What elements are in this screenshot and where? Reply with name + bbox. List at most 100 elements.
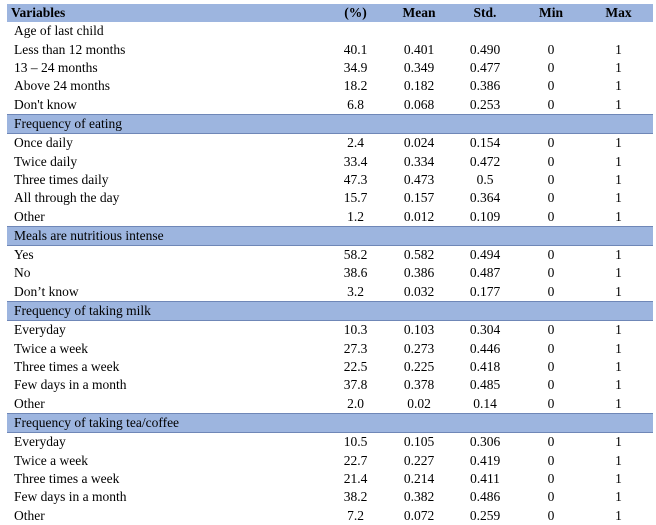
cell-min: 0: [547, 377, 555, 393]
cell-max: 1: [615, 135, 622, 151]
cell-max: 1: [615, 452, 622, 468]
cell-min: 0: [547, 78, 555, 94]
cell-std: 0.490: [469, 41, 501, 57]
row-label: Three times a week: [14, 471, 120, 486]
cell-mean: 0.225: [403, 359, 435, 375]
cell-max: 1: [615, 489, 622, 505]
table-row: Above 24 months 18.2 0.182 0.386 0 1: [7, 77, 653, 95]
header-mean: Mean: [386, 4, 452, 22]
cell-mean: 0.214: [403, 471, 435, 486]
cell-pct: 33.4: [343, 153, 368, 169]
cell-min: 0: [547, 153, 555, 169]
cell-max: 1: [615, 96, 622, 112]
cell-mean: 0.105: [403, 434, 435, 450]
statistics-table: Variables (%) Mean Std. Min Max Age of l…: [7, 4, 653, 525]
cell-mean: 0.382: [403, 489, 435, 505]
row-label: Few days in a month: [14, 489, 127, 505]
cell-std: 0.259: [469, 507, 501, 523]
cell-mean: 0.401: [403, 41, 435, 57]
row-label: Other: [14, 208, 45, 224]
group-title: Frequency of taking tea/coffee: [7, 413, 653, 434]
cell-max: 1: [615, 153, 622, 169]
table-row: Other 1.2 0.012 0.109 0 1: [7, 208, 653, 227]
row-label: 13 – 24 months: [14, 59, 98, 75]
row-label: No: [14, 265, 31, 281]
cell-min: 0: [547, 395, 555, 411]
cell-max: 1: [615, 78, 622, 94]
table-row: Twice a week 27.3 0.273 0.446 0 1: [7, 339, 653, 357]
cell-min: 0: [547, 489, 555, 505]
table-row: Once daily 2.4 0.024 0.154 0 1: [7, 133, 653, 152]
cell-max: 1: [615, 395, 622, 411]
cell-mean: 0.182: [403, 78, 435, 94]
cell-std: 0.472: [469, 153, 501, 169]
cell-mean: 0.103: [403, 322, 435, 338]
row-label: Everyday: [14, 434, 66, 450]
cell-pct: 2.0: [347, 395, 364, 411]
table-row: Twice daily 33.4 0.334 0.472 0 1: [7, 152, 653, 170]
cell-std: 0.253: [469, 96, 501, 112]
group-title-row: Meals are nutritious intense: [7, 225, 653, 246]
cell-min: 0: [547, 41, 555, 57]
cell-max: 1: [615, 283, 622, 299]
cell-max: 1: [615, 265, 622, 281]
cell-mean: 0.386: [403, 265, 435, 281]
table-row: No 38.6 0.386 0.487 0 1: [7, 264, 653, 282]
cell-pct: 6.8: [347, 96, 364, 112]
row-label: Twice a week: [14, 452, 89, 468]
table-row: Three times a week 21.4 0.214 0.411 0 1: [7, 470, 653, 488]
cell-min: 0: [547, 434, 555, 450]
header-pct: (%): [325, 4, 386, 22]
cell-std: 0.411: [470, 471, 500, 486]
cell-max: 1: [615, 434, 622, 450]
cell-min: 0: [547, 171, 555, 187]
cell-std: 0.306: [469, 434, 501, 450]
cell-mean: 0.378: [403, 377, 435, 393]
cell-pct: 22.7: [343, 452, 368, 468]
cell-min: 0: [547, 507, 555, 523]
cell-pct: 15.7: [343, 190, 368, 206]
cell-max: 1: [615, 208, 622, 224]
table-row: All through the day 15.7 0.157 0.364 0 1: [7, 189, 653, 207]
group-title: Meals are nutritious intense: [7, 225, 653, 246]
cell-max: 1: [615, 377, 622, 393]
cell-pct: 58.2: [343, 247, 368, 263]
cell-max: 1: [615, 322, 622, 338]
table-row: 13 – 24 months 34.9 0.349 0.477 0 1: [7, 59, 653, 77]
cell-pct: 18.2: [343, 78, 368, 94]
cell-min: 0: [547, 283, 555, 299]
row-label: Once daily: [14, 135, 73, 151]
cell-pct: 37.8: [343, 377, 368, 393]
cell-std: 0.154: [469, 135, 501, 151]
cell-max: 1: [615, 41, 622, 57]
group-title-row: Frequency of taking milk: [7, 301, 653, 322]
cell-pct: 3.2: [347, 283, 364, 299]
table-row: Three times daily 47.3 0.473 0.5 0 1: [7, 171, 653, 189]
cell-mean: 0.072: [403, 507, 435, 523]
cell-min: 0: [547, 96, 555, 112]
header-std: Std.: [452, 4, 518, 22]
cell-max: 1: [615, 507, 622, 523]
cell-mean: 0.334: [403, 153, 435, 169]
cell-min: 0: [547, 135, 555, 151]
cell-pct: 22.5: [343, 359, 368, 375]
header-variables: Variables: [7, 4, 325, 22]
cell-pct: 7.2: [347, 507, 364, 523]
cell-max: 1: [615, 190, 622, 206]
cell-min: 0: [547, 190, 555, 206]
cell-std: 0.477: [469, 59, 501, 75]
row-label: Other: [14, 395, 45, 411]
row-label: Other: [14, 507, 45, 523]
row-label: Twice a week: [14, 340, 89, 356]
cell-max: 1: [615, 171, 622, 187]
row-label: Three times a week: [14, 359, 120, 375]
cell-pct: 34.9: [343, 59, 368, 75]
cell-pct: 10.3: [343, 322, 368, 338]
table-row: Everyday 10.3 0.103 0.304 0 1: [7, 321, 653, 340]
cell-min: 0: [547, 322, 555, 338]
row-label: All through the day: [14, 190, 120, 206]
row-label: Few days in a month: [14, 377, 127, 393]
cell-max: 1: [615, 359, 622, 375]
cell-pct: 47.3: [343, 171, 368, 187]
cell-mean: 0.024: [403, 135, 435, 151]
